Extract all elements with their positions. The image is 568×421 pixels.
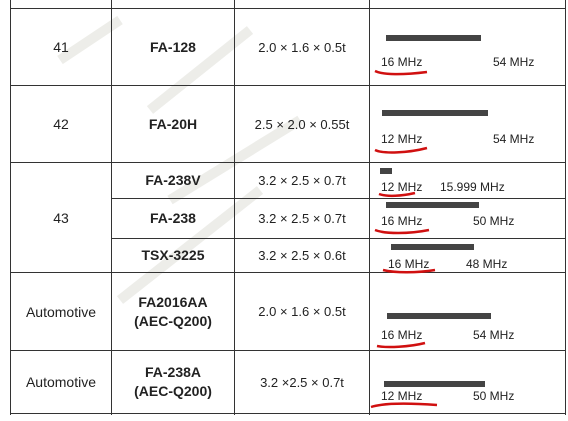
model-cell: TSX-3225 <box>141 247 205 263</box>
size-cell: 3.2 × 2.5 × 0.7t <box>258 211 346 226</box>
series-cell: 42 <box>53 116 69 132</box>
frequency-min: 16 MHz <box>381 214 423 228</box>
model-name: FA2016AA <box>138 293 208 310</box>
grid-line <box>10 162 566 163</box>
frequency-max: 50 MHz <box>473 389 515 403</box>
model-cell: FA-20H <box>148 115 198 132</box>
frequency-min: 12 MHz <box>381 180 423 194</box>
size-cell: 3.2 × 2.5 × 0.7t <box>258 173 346 188</box>
frequency-min: 12 MHz <box>381 389 423 403</box>
size-cell: 3.2 ×2.5 × 0.7t <box>260 374 344 390</box>
size-cell: 2.0 × 1.6 × 0.5t <box>258 304 346 319</box>
handwritten-underline <box>374 228 430 235</box>
grid-line <box>10 413 566 414</box>
frequency-max: 54 MHz <box>493 55 535 69</box>
size-cell: 2.5 × 2.0 × 0.55t <box>254 116 350 132</box>
model-qualification: (AEC-Q200) <box>134 312 212 329</box>
size-cell: 2.0 × 1.6 × 0.5t <box>258 39 346 55</box>
grid-line <box>10 0 11 415</box>
frequency-bar <box>380 168 392 174</box>
grid-line <box>10 272 566 273</box>
frequency-min: 16 MHz <box>381 328 423 342</box>
handwritten-underline <box>374 69 428 76</box>
grid-line <box>234 0 235 415</box>
series-cell: 43 <box>53 209 69 226</box>
frequency-max: 48 MHz <box>466 257 508 271</box>
handwritten-underline <box>378 191 416 198</box>
grid-line <box>111 198 566 199</box>
model-cell: FA-238A (AEC-Q200) <box>112 351 234 413</box>
grid-line <box>369 0 370 415</box>
frequency-bar <box>386 202 479 208</box>
model-name: FA-238A <box>144 364 202 380</box>
handwritten-underline <box>374 146 428 154</box>
model-cell: FA2016AA (AEC-Q200) <box>112 273 234 350</box>
handwritten-underline <box>382 268 436 274</box>
grid-line <box>10 85 566 86</box>
series-cell: 41 <box>53 39 69 55</box>
size-cell: 3.2 × 2.5 × 0.6t <box>258 248 346 263</box>
frequency-max: 54 MHz <box>493 132 535 146</box>
frequency-bar <box>386 35 481 41</box>
handwritten-underline <box>376 341 426 349</box>
frequency-max: 50 MHz <box>473 214 515 228</box>
frequency-bar <box>382 110 488 116</box>
model-cell: FA-238V <box>145 172 201 188</box>
series-cell: Automotive <box>25 374 97 390</box>
frequency-min: 16 MHz <box>381 55 423 69</box>
grid-line <box>565 0 566 415</box>
grid-line <box>10 350 566 351</box>
series-cell: Automotive <box>25 303 97 320</box>
model-cell: FA-128 <box>150 38 196 55</box>
frequency-bar <box>387 313 491 319</box>
model-cell: FA-238 <box>150 210 196 226</box>
grid-line <box>111 0 112 415</box>
frequency-max: 54 MHz <box>473 328 515 342</box>
grid-line <box>10 8 566 9</box>
frequency-bar <box>384 381 485 387</box>
grid-line <box>111 238 566 239</box>
frequency-min: 16 MHz <box>388 257 430 271</box>
frequency-max: 15.999 MHz <box>440 180 505 194</box>
model-qualification: (AEC-Q200) <box>134 383 212 399</box>
frequency-min: 12 MHz <box>381 132 423 146</box>
frequency-bar <box>391 244 474 250</box>
handwritten-underline <box>370 402 438 409</box>
